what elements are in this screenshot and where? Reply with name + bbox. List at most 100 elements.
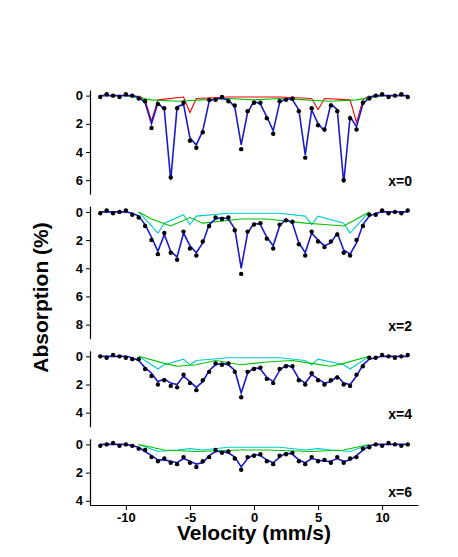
data-point [303,155,307,159]
data-point [226,99,230,103]
data-point [393,442,397,446]
data-point [201,239,205,243]
y-tick-label: 0 [76,437,83,452]
y-tick-label: 2 [76,233,83,248]
data-point [265,377,269,381]
panel-label: x=0 [388,173,412,189]
data-point [213,215,217,219]
y-tick-mark [86,356,90,357]
data-point [201,378,205,382]
data-points [98,353,410,400]
data-point [207,455,211,459]
data-point [316,239,320,243]
y-tick: 6 [76,173,90,188]
y-axis: 0246 [76,88,91,194]
y-tick-label: 0 [76,88,83,103]
data-point [194,465,198,469]
x-axis-title: Velocity (mm/s) [177,521,331,544]
data-point [406,95,410,99]
data-point [233,456,237,460]
component-line [139,444,370,451]
data-point [252,367,256,371]
data-point [104,208,108,212]
data-point [124,356,128,360]
data-point [188,381,192,385]
fit-line [100,212,408,268]
data-point [181,100,185,104]
data-point [111,353,115,357]
data-point [335,109,339,113]
data-point [213,98,217,102]
data-point [111,211,115,215]
data-point [341,382,345,386]
data-point [271,131,275,135]
data-point [156,102,160,106]
data-point [245,455,249,459]
y-tick: 0 [76,88,90,103]
data-point [245,370,249,374]
data-point [104,356,108,360]
data-point [136,96,140,100]
y-tick-label: 4 [76,405,84,420]
y-tick-mark [86,413,90,414]
data-point [309,106,313,110]
data-point [188,461,192,465]
component-line [139,356,370,366]
component-line [139,212,370,226]
panel: 024x=6 [76,437,412,508]
data-point [98,444,102,448]
data-point [258,100,262,104]
data-point [322,245,326,249]
data-point [284,218,288,222]
data-point [188,139,192,143]
data-point [233,228,237,232]
data-point [143,224,147,228]
y-axis-line [90,439,91,505]
data-point [406,208,410,212]
data-point [341,251,345,255]
panel-label: x=2 [388,318,412,334]
data-point [117,210,121,214]
y-tick-mark [86,325,90,326]
data-point [98,211,102,215]
data-point [316,378,320,382]
data-point [277,453,281,457]
data-point [329,378,333,382]
data-point [130,357,134,361]
data-point [162,231,166,235]
data-point [361,224,365,228]
data-point [271,381,275,385]
data-point [399,444,403,448]
data-point [265,459,269,463]
data-point [348,384,352,388]
data-point [169,384,173,388]
y-tick: 2 [76,465,90,480]
data-point [290,364,294,368]
data-point [207,370,211,374]
data-point [149,455,153,459]
data-point [156,459,160,463]
data-point [361,446,365,450]
data-point [277,99,281,103]
data-point [258,452,262,456]
y-tick-label: 6 [76,173,83,188]
data-point [220,95,224,99]
plot-area [98,353,410,400]
data-point [393,210,397,214]
data-point [130,444,134,448]
x-tick: -10 [117,505,136,525]
data-point [143,448,147,452]
data-point [374,356,378,360]
data-point [136,357,140,361]
data-point [361,100,365,104]
data-point [303,462,307,466]
data-point [367,445,371,449]
data-point [380,208,384,212]
data-point [341,178,345,182]
data-point [265,116,269,120]
fit-line [100,96,408,183]
component-line [139,212,370,233]
plot-area [98,92,410,183]
data-point [252,222,256,226]
component-line [139,444,370,451]
